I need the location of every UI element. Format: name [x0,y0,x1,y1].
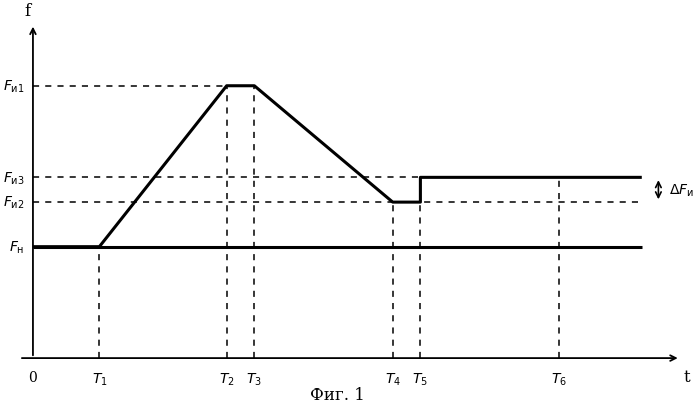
Text: $F_{\mathit{\text{и}}1}$: $F_{\mathit{\text{и}}1}$ [3,79,24,95]
Text: $T_3$: $T_3$ [247,371,262,387]
Text: Фиг. 1: Фиг. 1 [310,386,365,403]
Text: t: t [684,368,690,385]
Text: f: f [24,3,31,20]
Text: $F_{\mathit{\text{и}}2}$: $F_{\mathit{\text{и}}2}$ [3,194,24,211]
Text: $F_{\mathit{\text{и}}3}$: $F_{\mathit{\text{и}}3}$ [3,170,24,186]
Text: $\Delta F_{\mathit{\text{и}}}$: $\Delta F_{\mathit{\text{и}}}$ [670,182,694,198]
Text: $T_1$: $T_1$ [92,371,107,387]
Text: $T_5$: $T_5$ [412,371,428,387]
Text: $F_{\mathit{\text{н}}}$: $F_{\mathit{\text{н}}}$ [9,239,24,255]
Text: 0: 0 [29,371,37,384]
Text: $T_2$: $T_2$ [219,371,235,387]
Text: $T_6$: $T_6$ [551,371,567,387]
Text: $T_4$: $T_4$ [384,371,401,387]
